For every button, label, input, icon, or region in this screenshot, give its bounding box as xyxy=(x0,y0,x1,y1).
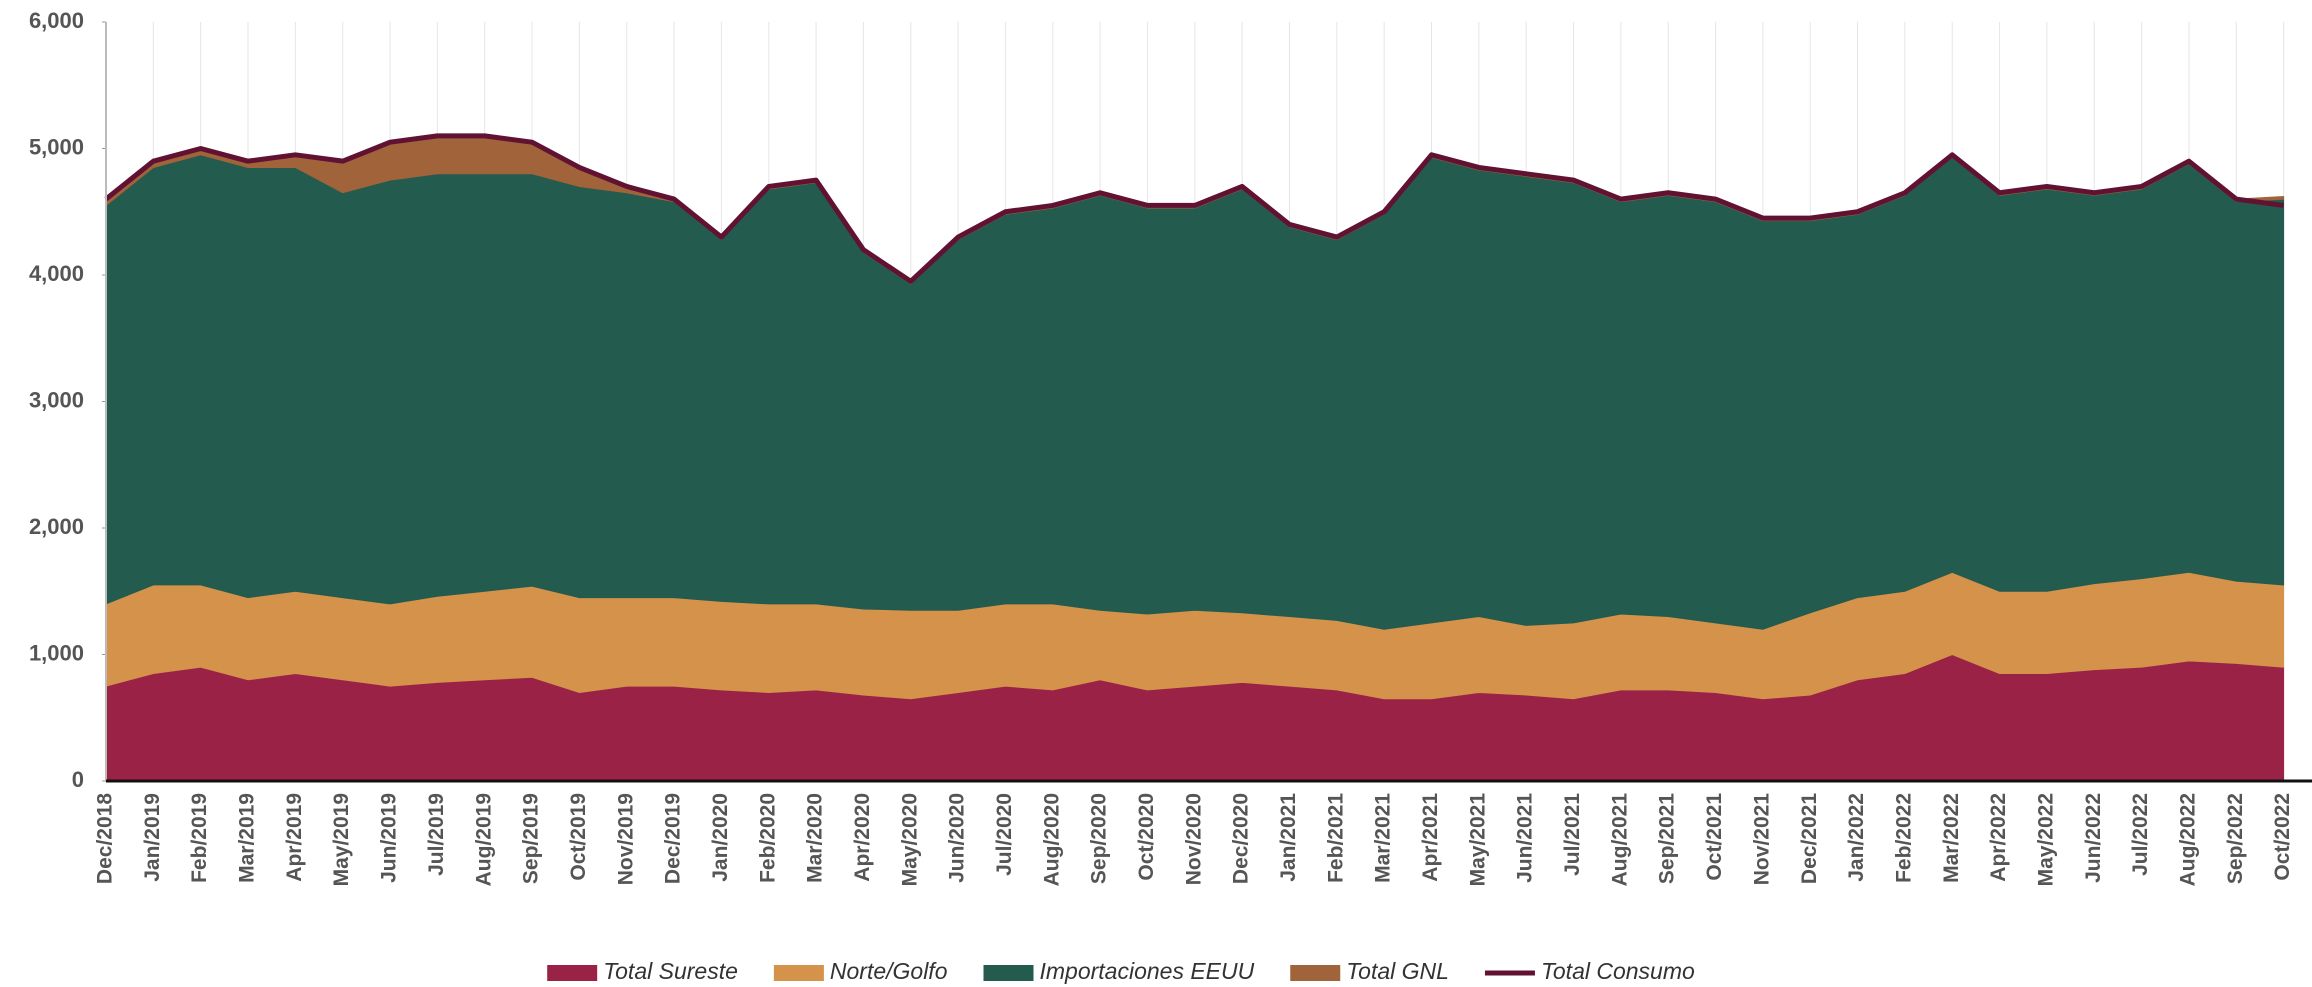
legend-item: Norte/Golfo xyxy=(773,958,948,984)
x-tick-label: Jan/2019 xyxy=(141,793,164,882)
legend-item: Importaciones EEUU xyxy=(983,958,1255,984)
x-tick-label: Jul/2021 xyxy=(1561,793,1584,876)
x-tick-label: Jun/2021 xyxy=(1514,793,1537,883)
y-tick-label: 0 xyxy=(72,767,84,792)
x-tick-label: Dec/2019 xyxy=(662,793,685,884)
x-tick-label: Feb/2019 xyxy=(188,793,211,883)
x-tick-label: May/2019 xyxy=(330,793,353,886)
x-tick-label: Aug/2019 xyxy=(472,793,495,886)
x-tick-label: Apr/2019 xyxy=(283,793,306,882)
x-tick-label: Aug/2021 xyxy=(1608,793,1631,887)
x-tick-label: Jun/2022 xyxy=(2082,793,2105,883)
legend-swatch xyxy=(983,965,1034,981)
x-tick-label: Nov/2019 xyxy=(614,793,637,885)
y-tick-label: 4,000 xyxy=(29,261,84,286)
x-tick-label: Mar/2019 xyxy=(236,793,259,883)
x-tick-label: Nov/2020 xyxy=(1182,793,1205,885)
x-tick-label: Oct/2019 xyxy=(567,793,590,881)
x-tick-label: Jun/2020 xyxy=(946,793,969,883)
legend-item: Total GNL xyxy=(1290,958,1449,984)
legend-label: Norte/Golfo xyxy=(830,958,948,984)
legend-label: Total Consumo xyxy=(1541,958,1695,984)
x-tick-label: Oct/2022 xyxy=(2271,793,2294,881)
x-tick-label: Aug/2022 xyxy=(2176,793,2199,886)
y-tick-label: 3,000 xyxy=(29,387,84,412)
x-tick-label: Apr/2022 xyxy=(1987,793,2010,882)
x-tick-label: Jul/2022 xyxy=(2129,793,2152,876)
legend-label: Importaciones EEUU xyxy=(1039,958,1254,984)
y-tick-label: 1,000 xyxy=(29,640,84,665)
x-tick-label: Mar/2020 xyxy=(804,793,827,883)
x-tick-label: Feb/2022 xyxy=(1892,793,1915,883)
x-tick-label: Jan/2021 xyxy=(1277,793,1300,882)
x-tick-label: Feb/2021 xyxy=(1324,793,1347,883)
x-tick-label: Dec/2018 xyxy=(94,793,117,884)
x-tick-label: Sep/2022 xyxy=(2224,793,2247,884)
consumption-line xyxy=(104,133,2284,284)
y-tick-label: 6,000 xyxy=(29,8,84,33)
x-tick-label: Apr/2020 xyxy=(851,793,874,882)
x-tick-label: Oct/2020 xyxy=(1135,793,1158,881)
area xyxy=(105,154,2285,630)
x-tick-label: Sep/2021 xyxy=(1656,793,1679,884)
legend-swatch xyxy=(1290,965,1341,981)
x-tick-label: Dec/2021 xyxy=(1798,793,1821,884)
y-tick-label: 5,000 xyxy=(29,134,84,159)
legend-swatch xyxy=(547,965,598,981)
x-tick-label: Sep/2020 xyxy=(1088,793,1111,884)
legend-label: Total GNL xyxy=(1346,958,1449,984)
x-tick-label: May/2020 xyxy=(898,793,921,886)
y-tick-label: 2,000 xyxy=(29,514,84,539)
x-tick-label: May/2022 xyxy=(2034,793,2057,886)
legend-item: Total Sureste xyxy=(547,958,738,984)
x-tick-label: Feb/2020 xyxy=(756,793,779,883)
x-tick-label: Nov/2021 xyxy=(1750,793,1773,886)
x-tick-label: Dec/2020 xyxy=(1230,793,1253,884)
x-tick-label: Mar/2021 xyxy=(1372,793,1395,883)
x-tick-label: Mar/2022 xyxy=(1940,793,1963,883)
legend-swatch xyxy=(773,965,824,981)
x-tick-label: Aug/2020 xyxy=(1040,793,1063,886)
x-tick-label: Jan/2020 xyxy=(709,793,732,882)
x-tick-label: Jan/2022 xyxy=(1845,793,1868,882)
x-tick-label: Apr/2021 xyxy=(1419,793,1442,882)
legend-item: Total Consumo xyxy=(1484,958,1695,984)
legend-label: Total Sureste xyxy=(603,958,738,984)
x-tick-label: Jul/2019 xyxy=(425,793,448,876)
x-tick-label: Jun/2019 xyxy=(378,793,401,883)
x-tick-label: May/2021 xyxy=(1466,793,1489,887)
x-tick-label: Oct/2021 xyxy=(1703,793,1726,881)
legend: Total Sureste Norte/Golfo Importaciones EE… xyxy=(547,958,1695,984)
x-tick-label: Sep/2019 xyxy=(520,793,543,884)
x-tick-label: Jul/2020 xyxy=(993,793,1016,876)
